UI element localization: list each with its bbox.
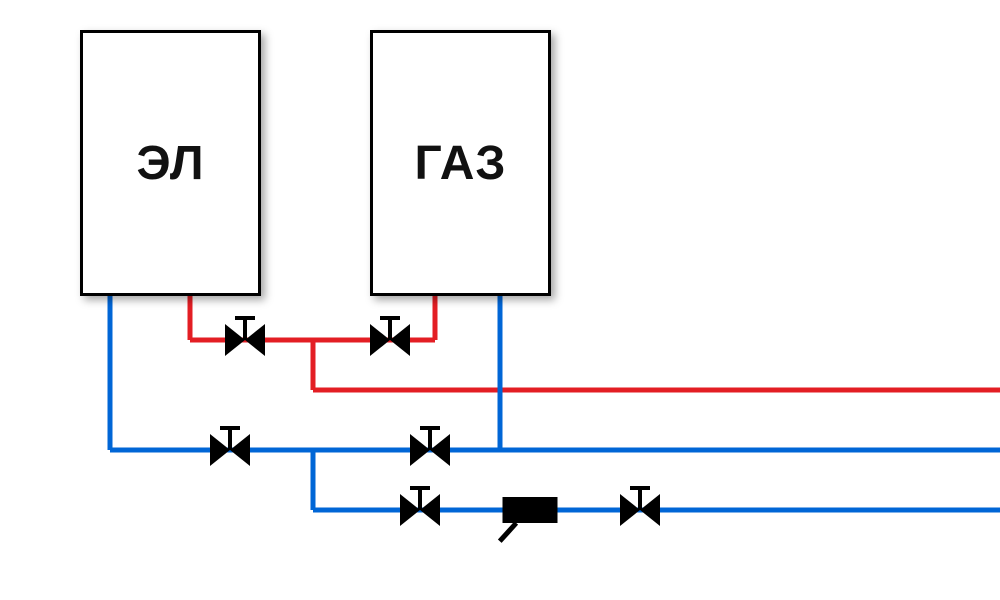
valve-gas-hot xyxy=(370,318,410,356)
boiler-label-el: ЭЛ xyxy=(137,136,205,191)
valve-el-hot xyxy=(225,318,265,356)
boiler-el: ЭЛ xyxy=(80,30,261,296)
valve-fill-right xyxy=(620,488,660,526)
pump xyxy=(500,497,558,541)
boiler-label-gas: ГАЗ xyxy=(415,136,507,191)
valve-fill-left xyxy=(400,488,440,526)
valve-gas-cold xyxy=(410,428,450,466)
boiler-gas: ГАЗ xyxy=(370,30,551,296)
valve-el-cold xyxy=(210,428,250,466)
